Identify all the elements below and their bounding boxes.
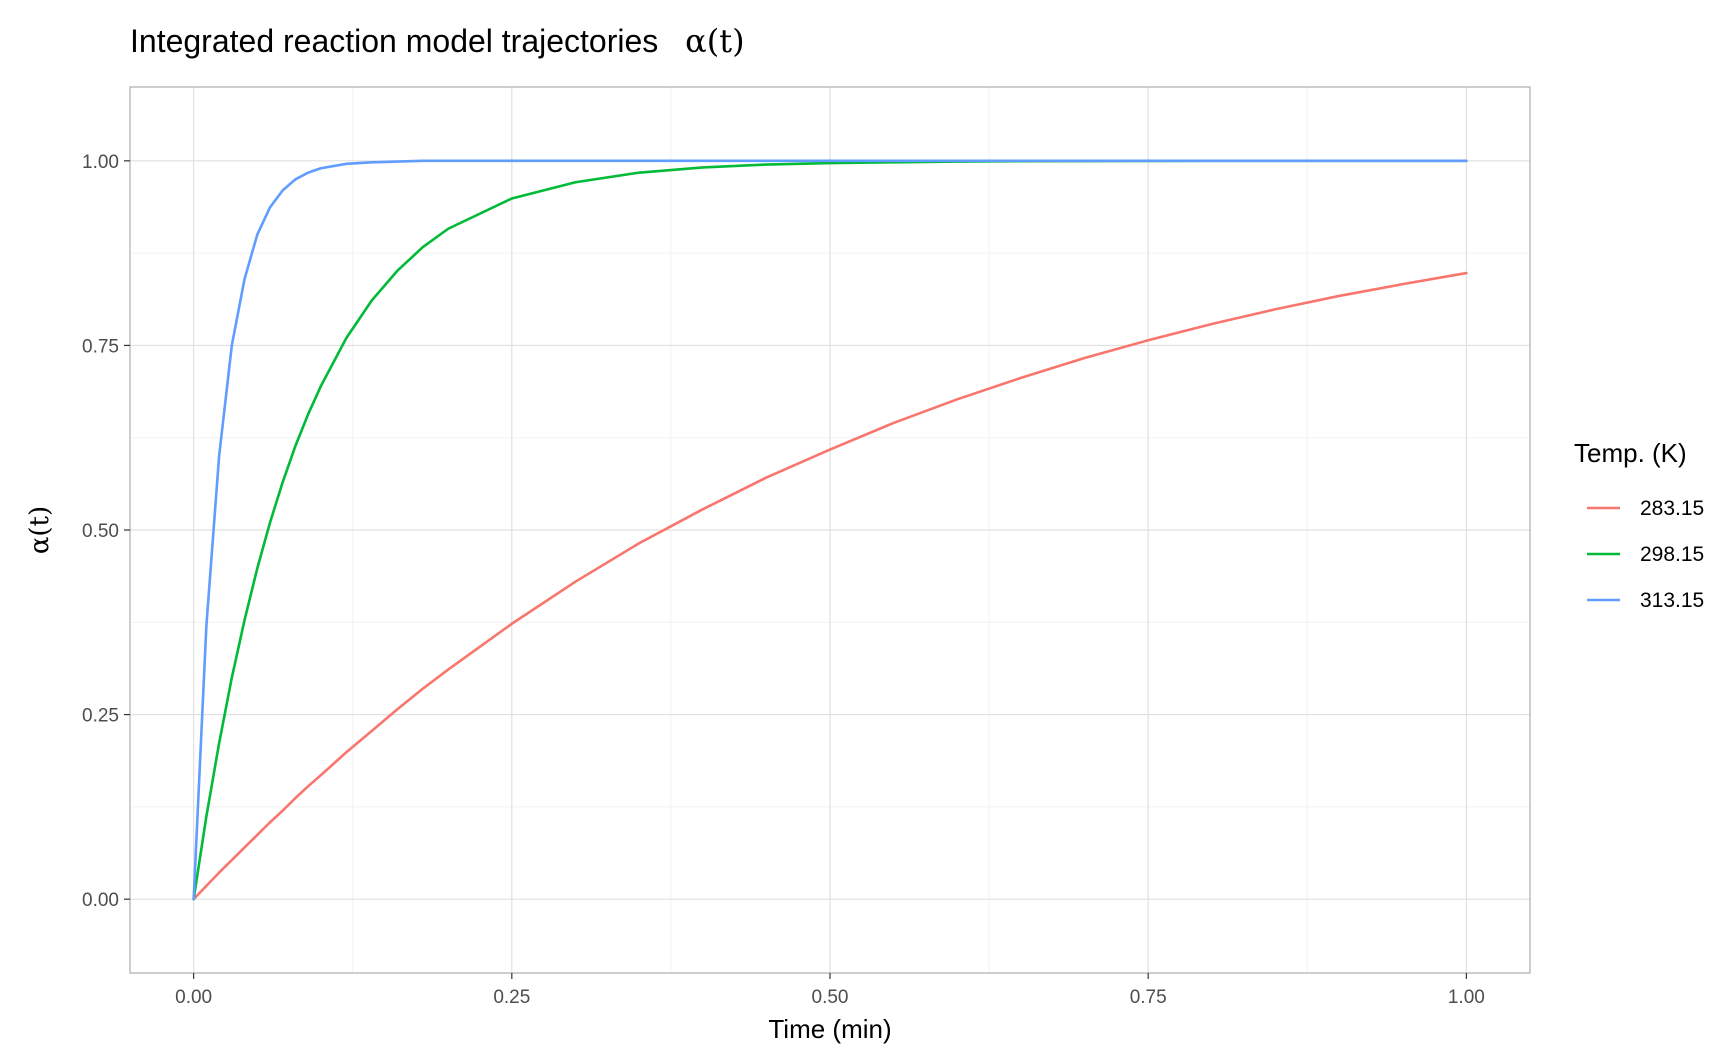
y-axis-ticks: 0.00 0.25 0.50 0.75 1.00 [82,152,130,911]
legend: Temp. (K) 283.15 298.15 313.15 [1574,438,1704,612]
legend-label-283.15: 283.15 [1640,497,1704,520]
series-line-283.15 [192,271,1468,901]
y-tick-label-2: 0.50 [82,521,119,542]
y-tick-label-1: 0.25 [82,706,119,727]
series-lines [192,159,1468,901]
x-tick-label-0: 0.00 [175,987,212,1008]
grid-major [130,87,1530,973]
x-tick-label-4: 1.00 [1448,987,1485,1008]
legend-label-313.15: 313.15 [1640,589,1704,612]
x-tick-label-1: 0.25 [493,987,530,1008]
chart-title: Integrated reaction model trajectories α… [130,22,745,60]
x-axis-title: Time (min) [768,1014,891,1044]
legend-items: 283.15 298.15 313.15 [1587,497,1704,612]
chart-title-math: α(t) [685,22,744,60]
series-line-313.15 [192,159,1468,901]
y-tick-label-3: 0.75 [82,336,119,357]
x-tick-label-3: 0.75 [1130,987,1167,1008]
legend-label-298.15: 298.15 [1640,543,1704,566]
x-tick-label-2: 0.50 [812,987,849,1008]
y-axis-title: α(t) [25,506,55,554]
chart-title-text: Integrated reaction model trajectories [130,23,658,59]
x-axis-ticks: 0.00 0.25 0.50 0.75 1.00 [175,973,1485,1008]
legend-title: Temp. (K) [1574,438,1687,468]
y-tick-label-4: 1.00 [82,152,119,173]
y-tick-label-0: 0.00 [82,890,119,911]
